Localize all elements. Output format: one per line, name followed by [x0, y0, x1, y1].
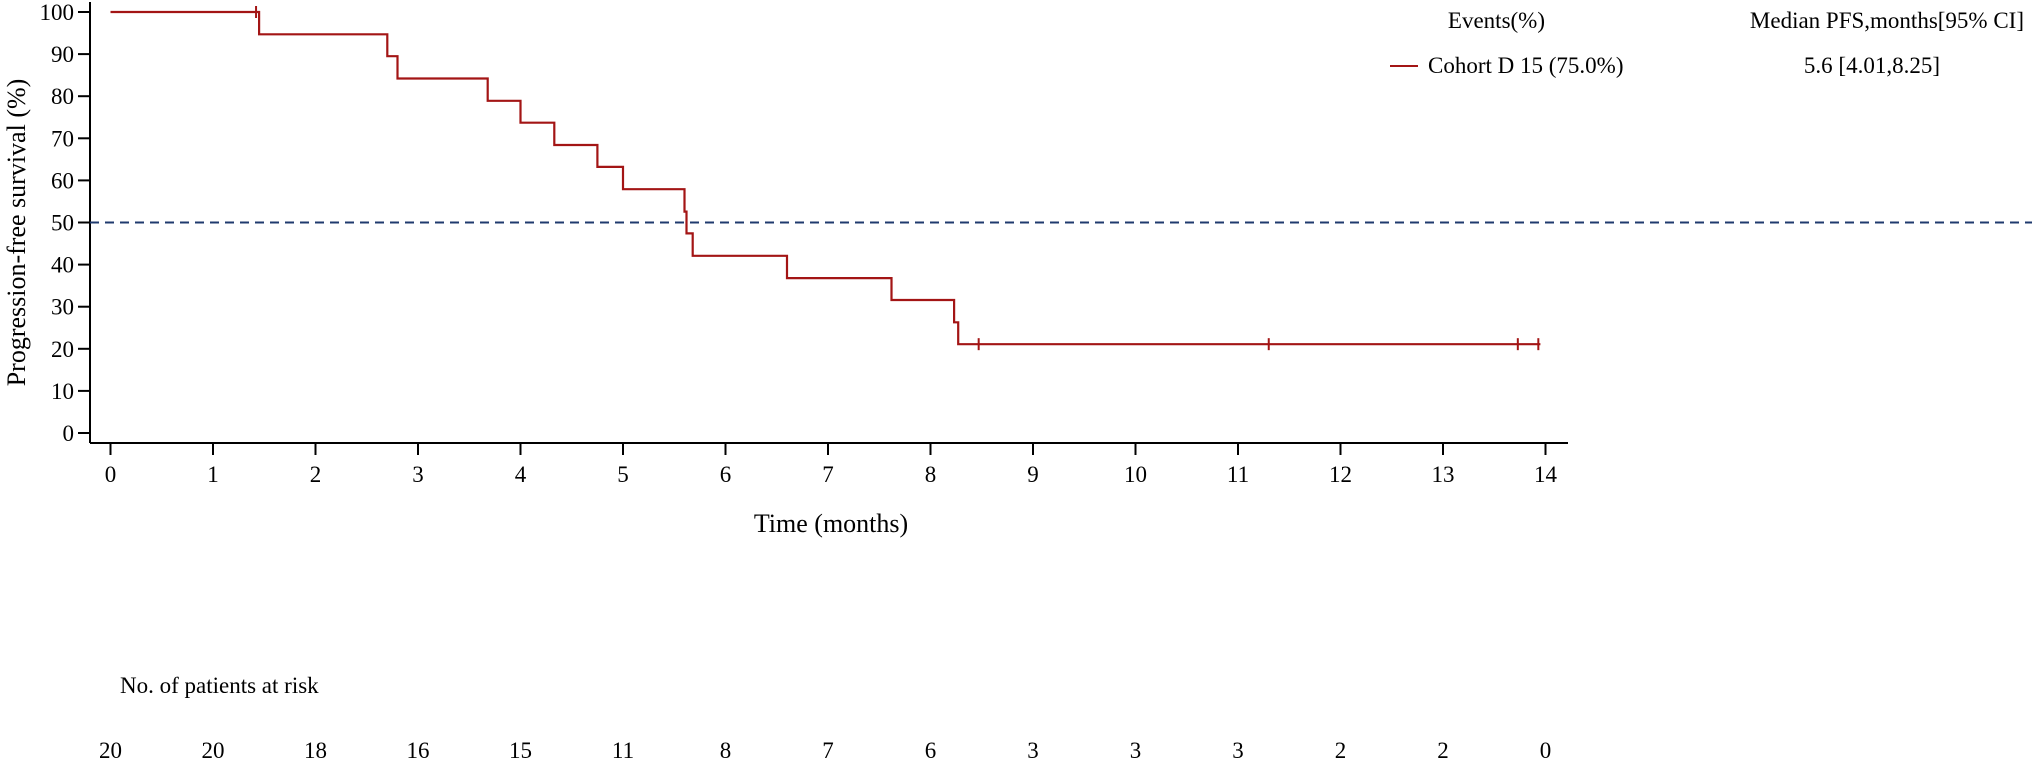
- x-tick-label: 11: [1227, 462, 1249, 487]
- risk-count: 0: [1540, 738, 1552, 763]
- y-tick-label: 60: [51, 168, 74, 193]
- legend-entry-label: Cohort D 15 (75.0%): [1428, 53, 1623, 78]
- y-tick-label: 40: [51, 253, 74, 278]
- y-ticks: 0 10 20 30 40 50 60 70 80 90 100: [40, 0, 90, 446]
- risk-count: 3: [1130, 738, 1142, 763]
- x-tick-label: 10: [1124, 462, 1147, 487]
- x-tick-label: 4: [515, 462, 527, 487]
- y-tick-label: 0: [63, 421, 75, 446]
- y-tick-label: 30: [51, 295, 74, 320]
- risk-count: 8: [720, 738, 732, 763]
- km-step-line: [110, 10, 1541, 346]
- risk-count: 20: [202, 738, 225, 763]
- x-tick-label: 12: [1329, 462, 1352, 487]
- x-axis-label: Time (months): [754, 509, 908, 538]
- x-tick-label: 13: [1432, 462, 1455, 487]
- x-tick-label: 8: [925, 462, 937, 487]
- risk-count: 2: [1437, 738, 1449, 763]
- y-tick-label: 20: [51, 337, 74, 362]
- x-tick-label: 0: [105, 462, 117, 487]
- x-tick-label: 1: [207, 462, 219, 487]
- x-tick-label: 2: [310, 462, 322, 487]
- risk-count: 18: [304, 738, 327, 763]
- legend: Events(%) Median PFS,months[95% CI] Coho…: [1390, 8, 2024, 78]
- y-tick-label: 10: [51, 379, 74, 404]
- risk-count: 11: [612, 738, 634, 763]
- risk-table-counts: 20 20 18 16 15 11 8 7 6 3 3 3 2 2 0: [99, 738, 1551, 763]
- x-tick-label: 6: [720, 462, 732, 487]
- risk-count: 2: [1335, 738, 1347, 763]
- x-tick-label: 14: [1534, 462, 1558, 487]
- risk-count: 7: [822, 738, 834, 763]
- x-tick-label: 3: [412, 462, 424, 487]
- x-tick-label: 5: [617, 462, 629, 487]
- axes-layer: 0 1 2 3 4 5 6 7 8 9 10 11 12 13 14 0102030405060708090…: [40, 0, 1568, 487]
- x-ticks: 0 1 2 3 4 5 6 7 8 9 10 11 12 13 14: [105, 443, 1558, 487]
- y-axis-label: Progression-free survival (%): [2, 79, 31, 387]
- legend-header-median: Median PFS,months[95% CI]: [1750, 8, 2024, 33]
- risk-count: 20: [99, 738, 122, 763]
- risk-count: 6: [925, 738, 937, 763]
- risk-count: 3: [1232, 738, 1244, 763]
- x-tick-label: 9: [1027, 462, 1039, 487]
- series-layer: [110, 6, 1541, 351]
- y-tick-label: 80: [51, 84, 74, 109]
- risk-count: 16: [407, 738, 430, 763]
- legend-entry-median: 5.6 [4.01,8.25]: [1804, 53, 1940, 78]
- y-tick-label: 90: [51, 42, 74, 67]
- risk-count: 3: [1027, 738, 1039, 763]
- legend-header-events: Events(%): [1448, 8, 1545, 33]
- y-tick-label: 100: [40, 0, 75, 25]
- risk-table-title: No. of patients at risk: [120, 673, 319, 698]
- risk-count: 15: [509, 738, 532, 763]
- x-tick-label: 7: [822, 462, 834, 487]
- y-tick-label: 70: [51, 126, 74, 151]
- y-tick-label: 50: [51, 211, 74, 236]
